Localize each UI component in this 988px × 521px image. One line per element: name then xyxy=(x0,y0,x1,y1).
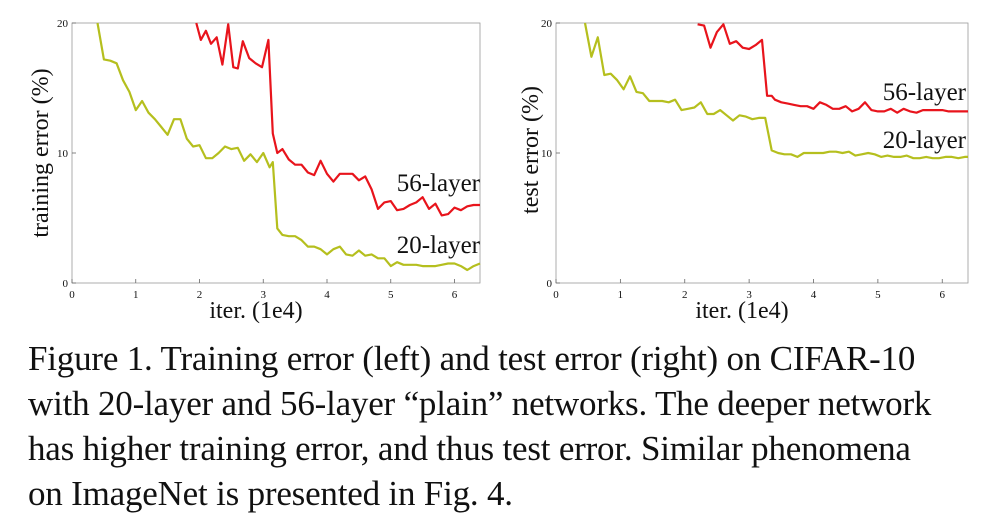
x-axis-label: iter. (1e4) xyxy=(695,298,788,324)
y-axis-label: training error (%) xyxy=(28,68,54,237)
x-tick-label: 0 xyxy=(553,289,559,301)
figure-caption: Figure 1. Training error (left) and test… xyxy=(28,336,968,516)
y-tick-label: 0 xyxy=(63,278,69,290)
x-tick-label: 4 xyxy=(811,289,817,301)
figure-charts: 0 1 2 3 4 5 6 0 10 20 iter. (1e4) training error (%… xyxy=(28,18,969,324)
x-tick-label: 3 xyxy=(746,289,752,301)
x-tick-label: 2 xyxy=(197,289,203,301)
y-tick-label: 20 xyxy=(57,18,69,30)
x-tick-label: 1 xyxy=(618,289,624,301)
caption-line-2: with 20-layer and 56-layer “plain” netwo… xyxy=(28,384,932,423)
x-tick-label: 2 xyxy=(682,289,688,301)
training-error-chart: 0 1 2 3 4 5 6 0 10 20 iter. (1e4) training error (%… xyxy=(28,18,481,324)
y-tick-label: 20 xyxy=(541,18,553,30)
caption-line-4: on ImageNet is presented in Fig. 4. xyxy=(28,474,513,513)
y-tick-label: 10 xyxy=(57,148,69,160)
series-label: 20-layer xyxy=(883,127,967,154)
y-axis-label: test error (%) xyxy=(518,86,544,214)
series-label: 56-layer xyxy=(883,79,967,106)
x-tick-label: 0 xyxy=(69,289,75,301)
x-tick-label: 3 xyxy=(261,289,267,301)
series-line-20-layer xyxy=(583,22,968,160)
x-tick-label: 1 xyxy=(133,289,139,301)
caption-line-1: Figure 1. Training error (left) and test… xyxy=(28,339,916,378)
x-tick-label: 6 xyxy=(940,289,946,301)
x-tick-label: 6 xyxy=(452,289,458,301)
x-tick-label: 5 xyxy=(875,289,881,301)
series-label: 20-layer xyxy=(397,232,481,259)
x-axis-label: iter. (1e4) xyxy=(209,298,302,324)
y-tick-label: 0 xyxy=(547,278,553,290)
x-tick-label: 5 xyxy=(388,289,394,301)
x-tick-label: 4 xyxy=(324,289,330,301)
series-line-20-layer xyxy=(96,22,481,272)
series-label: 56-layer xyxy=(397,170,481,197)
caption-line-3: has higher training error, and thus test… xyxy=(28,429,911,468)
series-line-56-layer xyxy=(195,22,480,217)
series-line-56-layer xyxy=(697,23,968,114)
y-tick-label: 10 xyxy=(541,148,553,160)
test-error-chart: 0 1 2 3 4 5 6 0 10 20 iter. (1e4) test error (%) 56-… xyxy=(518,18,969,324)
